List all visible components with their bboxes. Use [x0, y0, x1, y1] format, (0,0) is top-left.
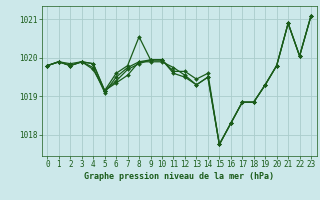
X-axis label: Graphe pression niveau de la mer (hPa): Graphe pression niveau de la mer (hPa)	[84, 172, 274, 181]
